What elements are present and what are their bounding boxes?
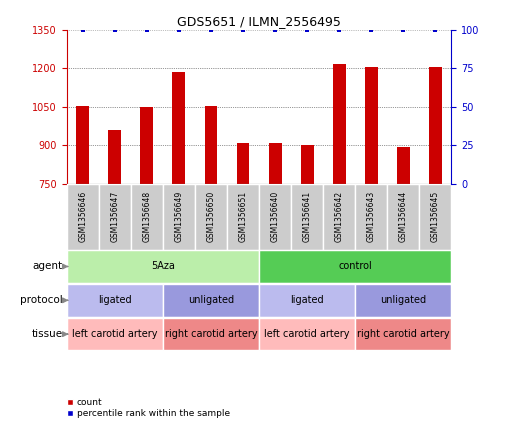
- Text: agent: agent: [33, 261, 63, 272]
- Bar: [236, 143, 249, 184]
- Text: GSM1356646: GSM1356646: [78, 191, 87, 242]
- Text: tissue: tissue: [32, 329, 63, 339]
- Bar: [76, 105, 89, 184]
- Text: protocol: protocol: [20, 295, 63, 305]
- Bar: [67, 284, 163, 316]
- Bar: [323, 184, 355, 250]
- Bar: [67, 250, 259, 283]
- Bar: [108, 130, 121, 184]
- Bar: [163, 318, 259, 350]
- Bar: [333, 64, 346, 184]
- Bar: [291, 184, 323, 250]
- Bar: [259, 184, 291, 250]
- Text: GSM1356649: GSM1356649: [174, 191, 184, 242]
- Text: GSM1356641: GSM1356641: [303, 191, 312, 242]
- Bar: [259, 250, 451, 283]
- Text: right carotid artery: right carotid artery: [165, 329, 258, 339]
- Text: GSM1356640: GSM1356640: [270, 191, 280, 242]
- Bar: [195, 184, 227, 250]
- Bar: [397, 147, 410, 184]
- Text: left carotid artery: left carotid artery: [264, 329, 350, 339]
- Text: 5Aza: 5Aza: [151, 261, 175, 272]
- Bar: [355, 184, 387, 250]
- Bar: [259, 318, 355, 350]
- Bar: [387, 184, 420, 250]
- Text: unligated: unligated: [188, 295, 234, 305]
- Bar: [355, 318, 451, 350]
- Text: GSM1356642: GSM1356642: [334, 191, 344, 242]
- Text: GSM1356643: GSM1356643: [367, 191, 376, 242]
- Bar: [131, 184, 163, 250]
- Bar: [205, 105, 218, 184]
- Text: left carotid artery: left carotid artery: [72, 329, 157, 339]
- Text: unligated: unligated: [380, 295, 426, 305]
- Text: GSM1356648: GSM1356648: [142, 191, 151, 242]
- Legend: count, percentile rank within the sample: count, percentile rank within the sample: [66, 398, 230, 418]
- Bar: [141, 107, 153, 184]
- Bar: [355, 284, 451, 316]
- Text: GSM1356647: GSM1356647: [110, 191, 120, 242]
- Bar: [163, 284, 259, 316]
- Title: GDS5651 / ILMN_2556495: GDS5651 / ILMN_2556495: [177, 16, 341, 28]
- Text: GSM1356650: GSM1356650: [206, 191, 215, 242]
- Bar: [67, 184, 98, 250]
- Text: GSM1356651: GSM1356651: [239, 191, 248, 242]
- Bar: [172, 72, 185, 184]
- Bar: [163, 184, 195, 250]
- Text: GSM1356644: GSM1356644: [399, 191, 408, 242]
- Bar: [227, 184, 259, 250]
- Text: ligated: ligated: [290, 295, 324, 305]
- Bar: [365, 67, 378, 184]
- Bar: [67, 318, 163, 350]
- Text: control: control: [339, 261, 372, 272]
- Bar: [98, 184, 131, 250]
- Text: GSM1356645: GSM1356645: [431, 191, 440, 242]
- Bar: [429, 67, 442, 184]
- Text: right carotid artery: right carotid artery: [357, 329, 450, 339]
- Bar: [301, 146, 313, 184]
- Bar: [269, 143, 282, 184]
- Text: ligated: ligated: [98, 295, 132, 305]
- Bar: [420, 184, 451, 250]
- Bar: [259, 284, 355, 316]
